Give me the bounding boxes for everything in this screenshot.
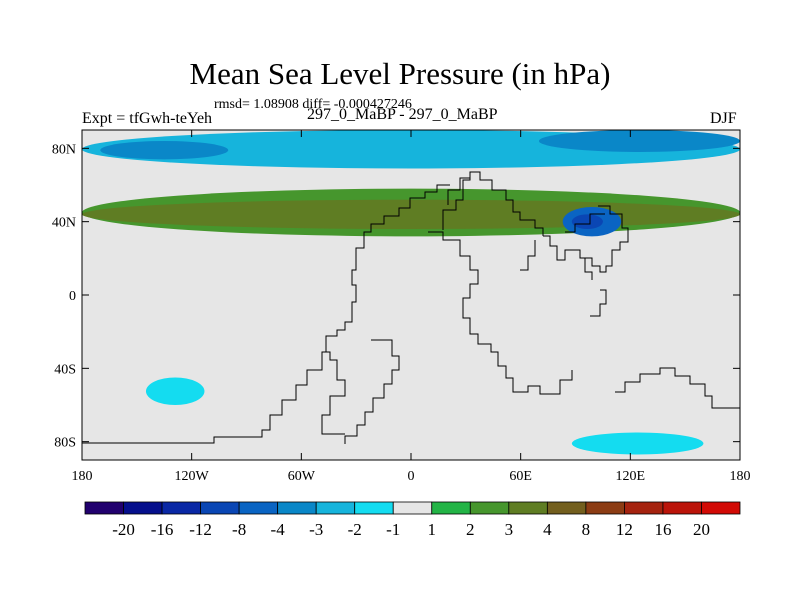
australia-coastline [590, 289, 607, 317]
east-asia-coast [565, 213, 605, 233]
coastlines [82, 171, 740, 444]
map-background [82, 130, 740, 460]
x-tick-label: 180 [72, 469, 93, 484]
colorbar: -20 -16 -12 -8 -4 -3 -2 -1 1 2 3 4 8 12 16 20 [84, 501, 741, 539]
colorbar-swatch [277, 501, 317, 515]
experiment-label: Expt = tfGwh-teYeh [82, 110, 213, 127]
colorbar-label: -12 [189, 520, 212, 539]
colorbar-label: 2 [466, 520, 475, 539]
chart-subtitle: rmsd= 1.08908 diff= -0.000427246 [214, 97, 412, 112]
colorbar-label: -3 [309, 520, 323, 539]
colorbar-swatch [624, 501, 664, 515]
colorbar-swatch [315, 501, 356, 515]
x-tick-label: 60E [509, 469, 532, 484]
colorbar-label: -20 [112, 520, 135, 539]
y-tick-label: 40N [52, 216, 76, 231]
field-southern-pacific-low [145, 377, 205, 405]
x-tick-label: 60W [288, 469, 316, 484]
field-arctic-core-siberia [538, 130, 740, 152]
greenland-outline [447, 177, 470, 205]
colorbar-label: 20 [693, 520, 710, 539]
colorbar-swatch [238, 501, 279, 515]
y-axis: 80N 40N 0 40S 80S [52, 142, 740, 451]
y-tick-label: 80N [52, 142, 76, 157]
colorbar-label: 12 [616, 520, 633, 539]
colorbar-swatch [585, 501, 625, 515]
x-tick-label: 120E [616, 469, 646, 484]
season-label: DJF [710, 110, 737, 127]
colorbar-swatch [123, 501, 163, 515]
x-tick-label: 0 [408, 469, 415, 484]
south-america-west-coast [321, 351, 346, 435]
chart-title: Mean Sea Level Pressure (in hPa) [189, 56, 611, 91]
x-tick-label: 120W [175, 469, 210, 484]
colorbar-swatch [200, 501, 240, 515]
maritime-islands [584, 258, 593, 280]
colorbar-swatch [546, 501, 587, 515]
colorbar-swatch [431, 501, 471, 515]
colorbar-swatch [662, 501, 702, 515]
colorbar-swatch [701, 501, 741, 515]
colorbar-swatch [354, 501, 394, 515]
americas-coastline [82, 184, 450, 444]
colorbar-label: -1 [386, 520, 400, 539]
antarctica-coastline [615, 367, 740, 409]
pressure-fields [82, 130, 740, 455]
asia-coastline [543, 205, 629, 273]
x-tick-label: 180 [730, 469, 751, 484]
colorbar-swatch [508, 501, 548, 515]
colorbar-swatch [161, 501, 201, 515]
colorbar-label: -4 [271, 520, 286, 539]
comparison-label: 297_0_MaBP - 297_0_MaBP [307, 106, 498, 123]
colorbar-label: 16 [654, 520, 671, 539]
indian-peninsula [520, 240, 536, 271]
colorbar-label: -16 [151, 520, 174, 539]
y-tick-label: 80S [54, 436, 76, 451]
field-east-asia-low-core [571, 214, 603, 230]
field-north-mid-lat-high-core [82, 199, 740, 229]
south-america-coastline [344, 339, 400, 444]
colorbar-label: -8 [232, 520, 246, 539]
field-arctic-core-pacific [100, 141, 229, 160]
africa-coastline [428, 231, 573, 395]
y-tick-label: 40S [54, 362, 76, 377]
europe-coastline [442, 171, 544, 236]
colorbar-swatch [84, 501, 124, 515]
map-layer [82, 130, 740, 460]
colorbar-label: 1 [428, 520, 437, 539]
colorbar-label: 3 [505, 520, 514, 539]
colorbar-label: -2 [348, 520, 362, 539]
colorbar-label: 4 [543, 520, 552, 539]
x-axis: 180 120W 60W 0 60E 120E 180 [72, 130, 751, 484]
colorbar-label: 8 [582, 520, 591, 539]
field-southern-ocean-low [571, 432, 704, 455]
colorbar-swatch [469, 501, 510, 515]
colorbar-swatch [392, 501, 433, 515]
y-tick-label: 0 [69, 289, 76, 304]
